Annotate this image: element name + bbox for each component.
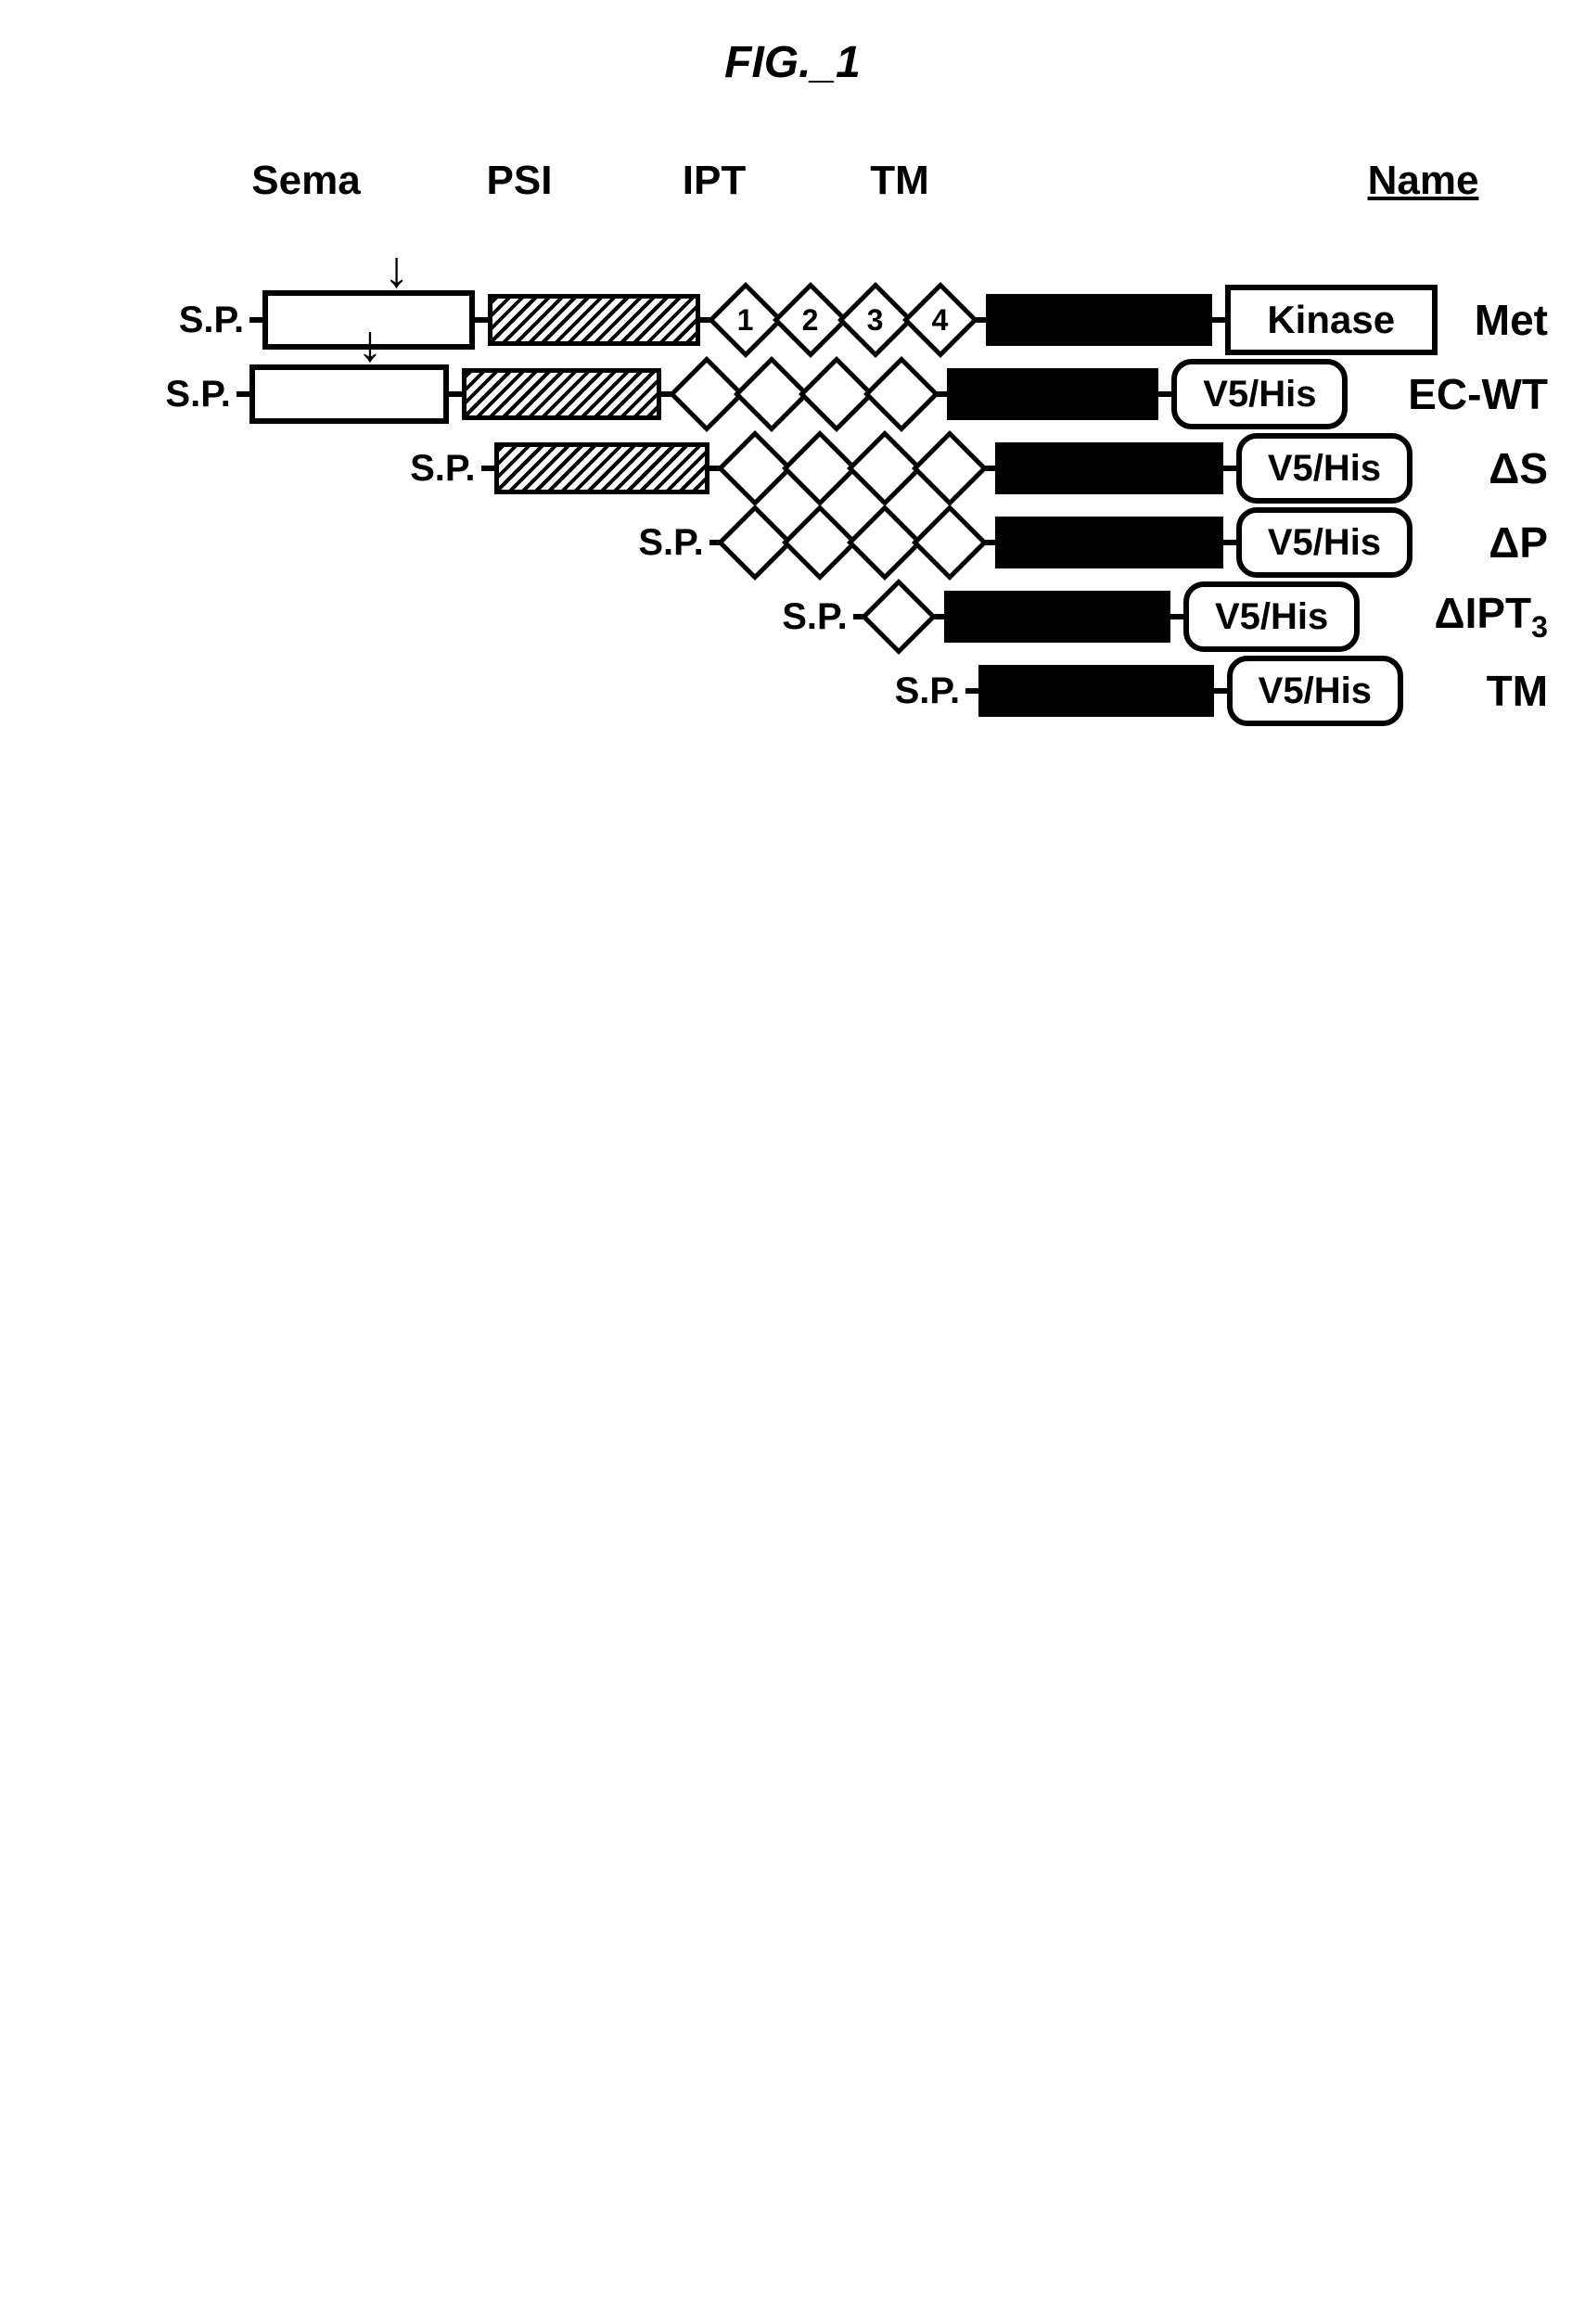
construct-name: ΔIPT3: [1435, 588, 1548, 645]
kinase-domain-box: Kinase: [1225, 285, 1438, 355]
connector: [1170, 614, 1183, 619]
header-sema: Sema: [139, 158, 473, 204]
construct-name: TM: [1487, 666, 1548, 716]
sp-label: S.P.: [782, 596, 852, 638]
v5his-tag-box: V5/His: [1171, 359, 1348, 429]
connector: [1214, 688, 1227, 694]
construct-name: ΔP: [1489, 517, 1548, 568]
connector: [1212, 317, 1225, 323]
ipt-domain-diamond: 4: [902, 282, 978, 358]
ipt-number: 3: [868, 302, 885, 337]
header-tm: TM: [863, 158, 937, 204]
sp-label: S.P.: [895, 670, 965, 712]
connector: [249, 317, 262, 323]
ipt-domain-diamond: [863, 356, 939, 432]
sp-label: S.P.: [638, 522, 709, 564]
ipt-chain: [722, 516, 982, 569]
construct-row: S.P. ↓ V5/His EC-WT: [37, 357, 1548, 431]
psi-domain-box: [462, 368, 661, 420]
construct-row: S.P. V5/His ΔIPT3: [37, 580, 1548, 654]
tm-domain-box: [986, 294, 1211, 346]
v5his-tag-box: V5/His: [1236, 507, 1412, 578]
ipt-number: 4: [933, 302, 950, 337]
connector: [1223, 540, 1236, 545]
header-psi: PSI: [473, 158, 566, 204]
connector: [475, 317, 488, 323]
ipt-number: 2: [803, 302, 820, 337]
construct-row: S.P. V5/His TM: [37, 654, 1548, 728]
v5his-tag-box: V5/His: [1183, 581, 1360, 652]
ipt-domain-diamond: [912, 430, 988, 506]
tm-domain-box: [978, 665, 1214, 717]
ipt-chain: [722, 441, 982, 495]
construct-row: S.P. V5/His ΔS: [37, 431, 1548, 505]
v5his-tag-box: V5/His: [1236, 433, 1412, 504]
figure-title: FIG._1: [37, 37, 1548, 88]
tm-domain-box: [947, 368, 1159, 420]
connector: [1158, 391, 1171, 397]
construct-row: S.P.↓1234KinaseMet: [37, 283, 1548, 357]
cleavage-arrow-icon: ↓: [357, 318, 383, 369]
psi-domain-box: [488, 294, 700, 346]
sema-domain-box: ↓: [249, 364, 449, 424]
ipt-chain: [866, 590, 931, 644]
cleavage-arrow-icon: ↓: [384, 244, 410, 295]
domain-diagram: Sema PSI IPT TM Name S.P.↓1234KinaseMetS…: [37, 144, 1548, 728]
ipt-chain: 1 2 3 4: [713, 293, 973, 347]
ipt-number: 1: [738, 302, 755, 337]
connector: [965, 688, 978, 694]
connector: [236, 391, 249, 397]
connector: [1223, 466, 1236, 471]
sp-label: S.P.: [37, 300, 249, 341]
connector: [481, 466, 494, 471]
ipt-chain: [674, 367, 934, 421]
header-row: Sema PSI IPT TM Name: [37, 144, 1548, 218]
tm-domain-box: [995, 442, 1223, 494]
v5his-tag-box: V5/His: [1227, 656, 1403, 726]
tm-domain-box: [995, 517, 1223, 568]
header-ipt: IPT: [566, 158, 863, 204]
psi-domain-box: [494, 442, 709, 494]
header-name: Name: [1261, 158, 1548, 204]
ipt-domain-diamond: [861, 579, 937, 655]
construct-name: ΔS: [1489, 443, 1548, 493]
connector: [449, 391, 462, 397]
construct-row: S.P. V5/His ΔP: [37, 505, 1548, 580]
ipt-domain-diamond: [912, 504, 988, 581]
construct-name: Met: [1475, 295, 1548, 345]
construct-name: EC-WT: [1408, 369, 1548, 419]
sp-label: S.P.: [410, 448, 480, 490]
tm-domain-box: [944, 591, 1170, 643]
sp-label: S.P.: [37, 374, 236, 415]
